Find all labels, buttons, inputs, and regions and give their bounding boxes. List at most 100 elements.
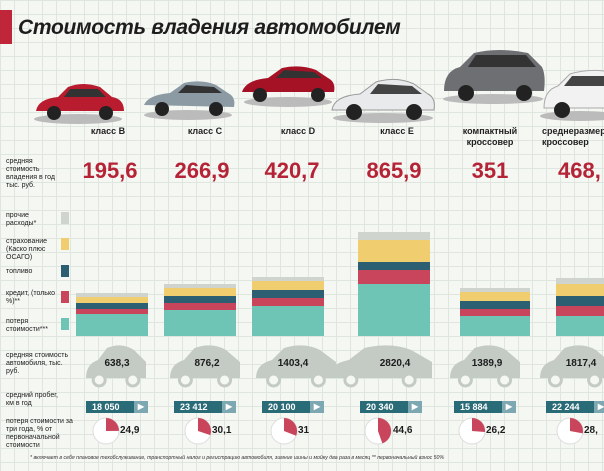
bar-segment-insurance	[556, 284, 604, 296]
mileage-value: 23 412	[180, 402, 208, 412]
loss-pct-value: 44,6	[393, 425, 413, 436]
car-silhouette-icon	[86, 345, 146, 378]
bar-segment-other	[556, 278, 604, 284]
annual-cost-value: 468,	[558, 158, 601, 183]
car-mid-crossover-icon	[540, 69, 604, 121]
mileage-pill: 20 340 ▶	[360, 401, 422, 413]
bar-segment-credit	[460, 309, 530, 316]
legend-swatch-other	[61, 212, 69, 224]
bar-segment-fuel	[460, 301, 530, 309]
mileage-pill: 23 412 ▶	[174, 401, 236, 413]
wheel-icon	[457, 372, 473, 388]
row-label-car-cost: средняя стоимость автомобиля, тыс. руб.	[6, 352, 69, 375]
bar-segment-insurance	[164, 288, 236, 296]
car-cost-value: 1817,4	[565, 358, 597, 369]
wheel-icon	[266, 372, 282, 388]
bar-segment-credit	[76, 309, 148, 314]
wheel-icon	[217, 372, 233, 388]
loss-pct-value: 31	[298, 425, 310, 436]
loss-pct-value: 30,1	[212, 425, 232, 436]
annual-cost-value: 865,9	[366, 158, 422, 183]
pie-slice	[284, 418, 298, 436]
row-label-credit: кредит, (только %)**	[6, 290, 55, 305]
mileage-value: 18 050	[92, 402, 120, 412]
bar-segment-credit	[252, 298, 324, 306]
annual-cost-value: 266,9	[174, 158, 230, 183]
car-class-b-icon	[34, 84, 124, 124]
car-class-d-icon	[242, 66, 335, 107]
wheel-icon	[91, 372, 107, 388]
car-silhouette-icon	[256, 345, 336, 378]
annual-cost-value: 351	[471, 158, 509, 183]
bar-segment-credit	[164, 303, 236, 310]
bar-segment-fuel	[252, 290, 324, 298]
title-accent	[0, 10, 12, 44]
mileage-value: 15 884	[460, 402, 488, 412]
class-label: среднеразмерный кроссовер	[542, 126, 604, 147]
car-class-e-icon	[331, 78, 435, 123]
car-silhouette-icon	[170, 345, 240, 378]
mileage-pill: 18 050 ▶	[86, 401, 148, 413]
car-cost-value: 2820,4	[379, 358, 411, 369]
bar-segment-loss	[164, 310, 236, 336]
wheel-icon	[310, 372, 326, 388]
mileage-value: 22 244	[552, 402, 580, 412]
car-cost-value: 876,2	[194, 358, 220, 369]
class-label: компактный кроссовер	[462, 126, 518, 147]
annual-cost-value: 195,6	[82, 158, 138, 183]
pie-slice	[472, 418, 485, 432]
class-label: класс E	[380, 126, 414, 136]
class-label: класс B	[90, 126, 126, 136]
wheel-icon	[125, 372, 141, 388]
bar-segment-insurance	[460, 292, 530, 301]
bar-segment-fuel	[358, 262, 430, 270]
loss-pct-value: 26,2	[486, 425, 506, 436]
car-cost-value: 1403,4	[277, 358, 309, 369]
class-label: класс C	[187, 126, 223, 136]
car-class-c-icon	[144, 81, 235, 120]
legend-swatch-loss	[61, 318, 69, 330]
bar-segment-loss	[358, 284, 430, 336]
legend-swatch-credit	[61, 291, 69, 303]
bar-segment-other	[76, 293, 148, 297]
mileage-value: 20 340	[366, 402, 394, 412]
annual-cost-value: 420,7	[264, 158, 320, 183]
arrow-right-icon: ▶	[222, 401, 236, 413]
row-label-km: средний пробег, км в год	[6, 392, 58, 407]
arrow-right-icon: ▶	[134, 401, 148, 413]
arrow-right-icon: ▶	[594, 401, 604, 413]
pie-slice	[378, 418, 392, 444]
pie-slice	[198, 418, 212, 436]
car-cost-value: 638,3	[104, 358, 130, 369]
car-cost-value: 1389,9	[471, 358, 503, 369]
bar-segment-other	[358, 232, 430, 240]
wheel-icon	[587, 372, 603, 388]
bar-segment-other	[460, 288, 530, 292]
row-label-loss: потеря стоимости***	[6, 318, 48, 333]
bar-segment-loss	[76, 314, 148, 336]
bar-segment-loss	[556, 316, 604, 336]
legend-swatch-fuel	[61, 265, 69, 277]
wheel-icon	[401, 372, 417, 388]
arrow-right-icon: ▶	[310, 401, 324, 413]
bar-segment-loss	[460, 316, 530, 336]
row-label-cost: средняя стоимость владения в год тыс. ру…	[6, 158, 55, 189]
bar-segment-insurance	[252, 281, 324, 290]
mileage-pill: 20 100 ▶	[262, 401, 324, 413]
pie-slice	[106, 418, 119, 431]
mileage-pill: 22 244 ▶	[546, 401, 604, 413]
car-silhouette-icon	[450, 345, 520, 378]
bar-segment-fuel	[556, 296, 604, 306]
row-label-fuel: топливо	[6, 268, 33, 275]
wheel-icon	[177, 372, 193, 388]
bar-segment-other	[252, 277, 324, 281]
loss-pct-value: 24,9	[120, 425, 140, 436]
bar-segment-fuel	[164, 296, 236, 303]
bar-segment-loss	[252, 306, 324, 336]
loss-pies	[92, 417, 584, 445]
bar-segment-credit	[556, 306, 604, 316]
car-silhouette-icon	[328, 345, 432, 378]
bar-segment-fuel	[76, 303, 148, 309]
legend-swatch-insurance	[61, 238, 69, 250]
